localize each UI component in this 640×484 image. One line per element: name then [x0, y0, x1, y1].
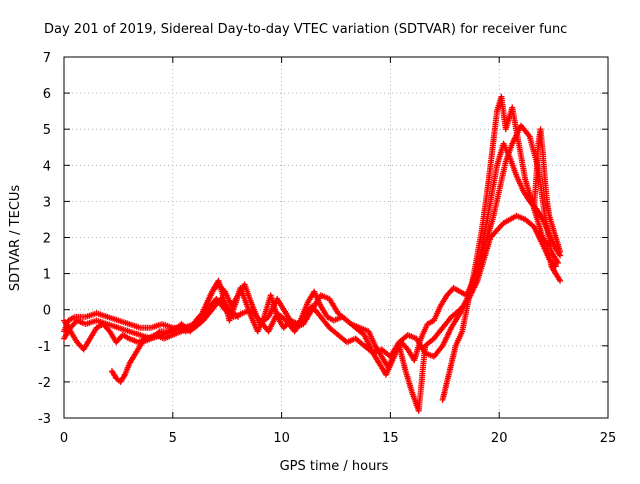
y-tick-label: 5 — [43, 123, 51, 138]
series-group — [61, 93, 564, 414]
y-tick-label: 2 — [43, 232, 51, 247]
series-trace-3 — [61, 140, 564, 360]
series-markers — [108, 295, 242, 385]
series-trace-5 — [439, 93, 564, 403]
series-trace-4 — [108, 295, 242, 385]
y-tick-label: -2 — [38, 376, 51, 391]
x-tick-label: 5 — [169, 431, 177, 446]
x-tick-label: 25 — [600, 431, 617, 446]
y-tick-label: 3 — [43, 195, 51, 210]
y-tick-label: -3 — [38, 412, 51, 427]
y-tick-label: 7 — [43, 51, 51, 66]
tick-labels: 0 5 10 15 20 25 -3 -2 -1 0 1 2 3 4 5 6 7 — [38, 51, 616, 446]
x-axis-label: GPS time / hours — [280, 459, 389, 474]
series-trace-6 — [531, 126, 564, 255]
y-tick-label: 6 — [43, 87, 51, 102]
x-tick-label: 0 — [60, 431, 68, 446]
x-tick-label: 15 — [382, 431, 399, 446]
series-markers — [61, 140, 564, 360]
y-tick-label: -1 — [38, 340, 51, 355]
x-tick-label: 10 — [273, 431, 290, 446]
series-markers — [439, 93, 564, 403]
y-tick-label: 1 — [43, 268, 51, 283]
x-tick-label: 20 — [491, 431, 508, 446]
plot-frame — [63, 56, 609, 419]
y-tick-label: 4 — [43, 159, 51, 174]
y-axis-label: SDTVAR / TECUs — [8, 185, 23, 292]
y-tick-label: 0 — [43, 304, 51, 319]
chart-title: Day 201 of 2019, Sidereal Day-to-day VTE… — [44, 22, 567, 37]
series-markers — [531, 126, 564, 255]
